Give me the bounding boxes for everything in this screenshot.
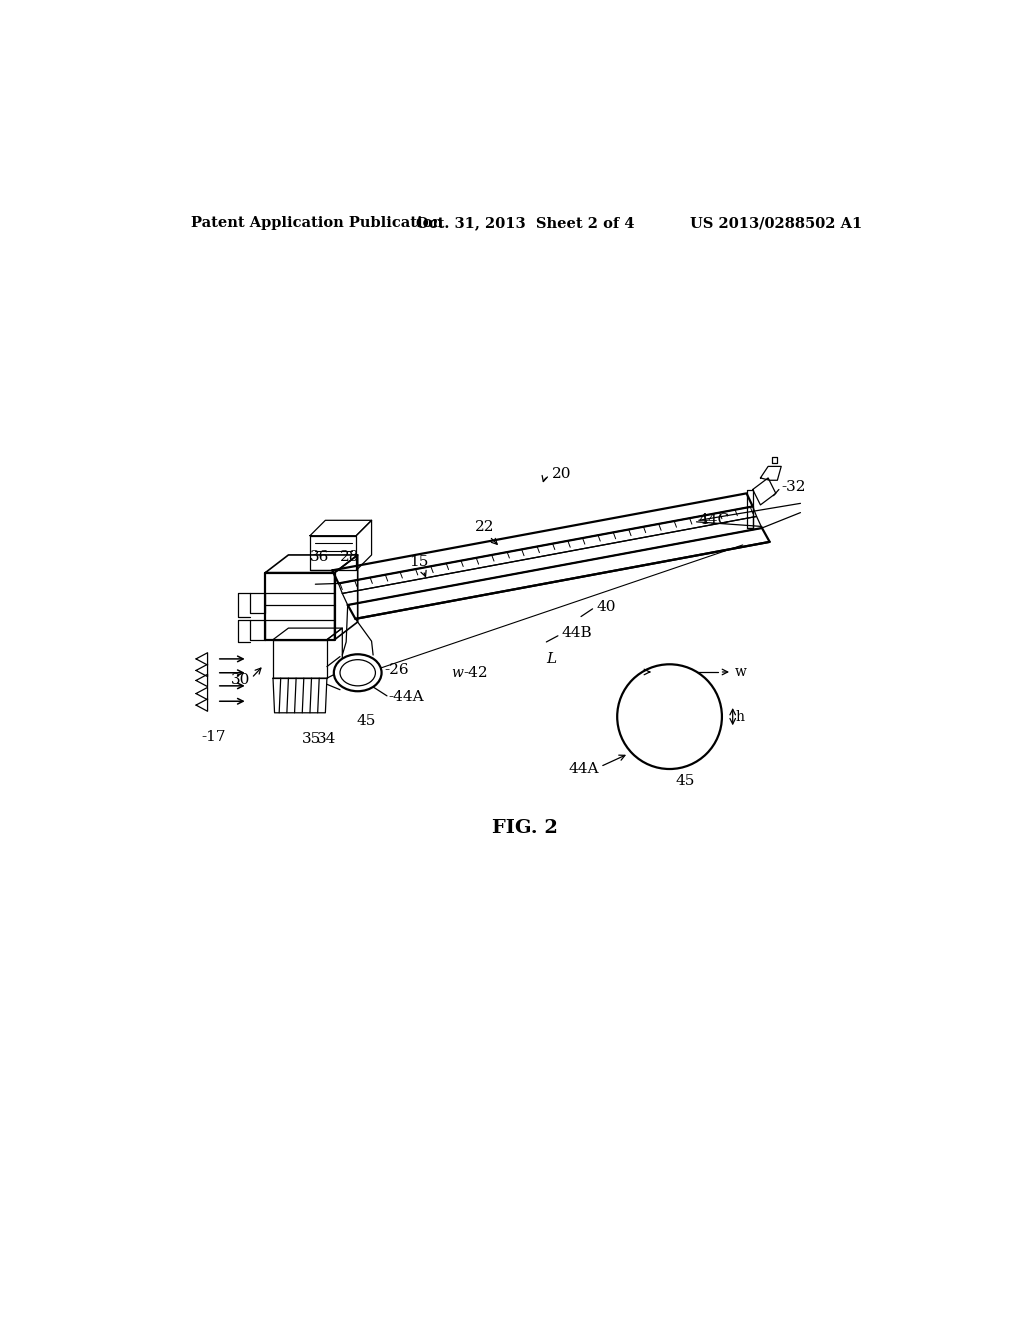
Text: Patent Application Publication: Patent Application Publication — [190, 216, 442, 230]
Text: 45: 45 — [675, 775, 694, 788]
Text: Oct. 31, 2013  Sheet 2 of 4: Oct. 31, 2013 Sheet 2 of 4 — [416, 216, 634, 230]
Text: 44C: 44C — [698, 513, 730, 527]
Text: 20: 20 — [552, 467, 571, 480]
Text: 30: 30 — [230, 673, 250, 688]
Polygon shape — [686, 701, 700, 730]
Text: -32: -32 — [781, 480, 806, 494]
Text: 36: 36 — [310, 550, 330, 564]
Text: 35: 35 — [302, 733, 322, 746]
Text: 22: 22 — [475, 520, 495, 535]
Text: -17: -17 — [202, 730, 226, 743]
Text: 44B: 44B — [562, 627, 593, 640]
Text: 28: 28 — [340, 550, 359, 564]
Polygon shape — [648, 708, 686, 730]
Text: w: w — [452, 665, 463, 680]
Text: 34: 34 — [317, 733, 337, 746]
Text: FIG. 2: FIG. 2 — [492, 820, 558, 837]
Text: 15: 15 — [410, 554, 429, 569]
Text: -26: -26 — [385, 664, 410, 677]
Text: h: h — [736, 710, 744, 723]
Text: US 2013/0288502 A1: US 2013/0288502 A1 — [690, 216, 862, 230]
Text: 40: 40 — [596, 599, 615, 614]
Text: 44A: 44A — [568, 762, 599, 776]
Text: -42: -42 — [463, 665, 487, 680]
Text: w: w — [735, 665, 746, 678]
Text: L: L — [547, 652, 556, 665]
Polygon shape — [648, 723, 700, 730]
Ellipse shape — [334, 655, 382, 692]
Text: 45: 45 — [356, 714, 376, 729]
Text: -44A: -44A — [388, 690, 424, 705]
Polygon shape — [654, 711, 680, 726]
Circle shape — [617, 664, 722, 770]
